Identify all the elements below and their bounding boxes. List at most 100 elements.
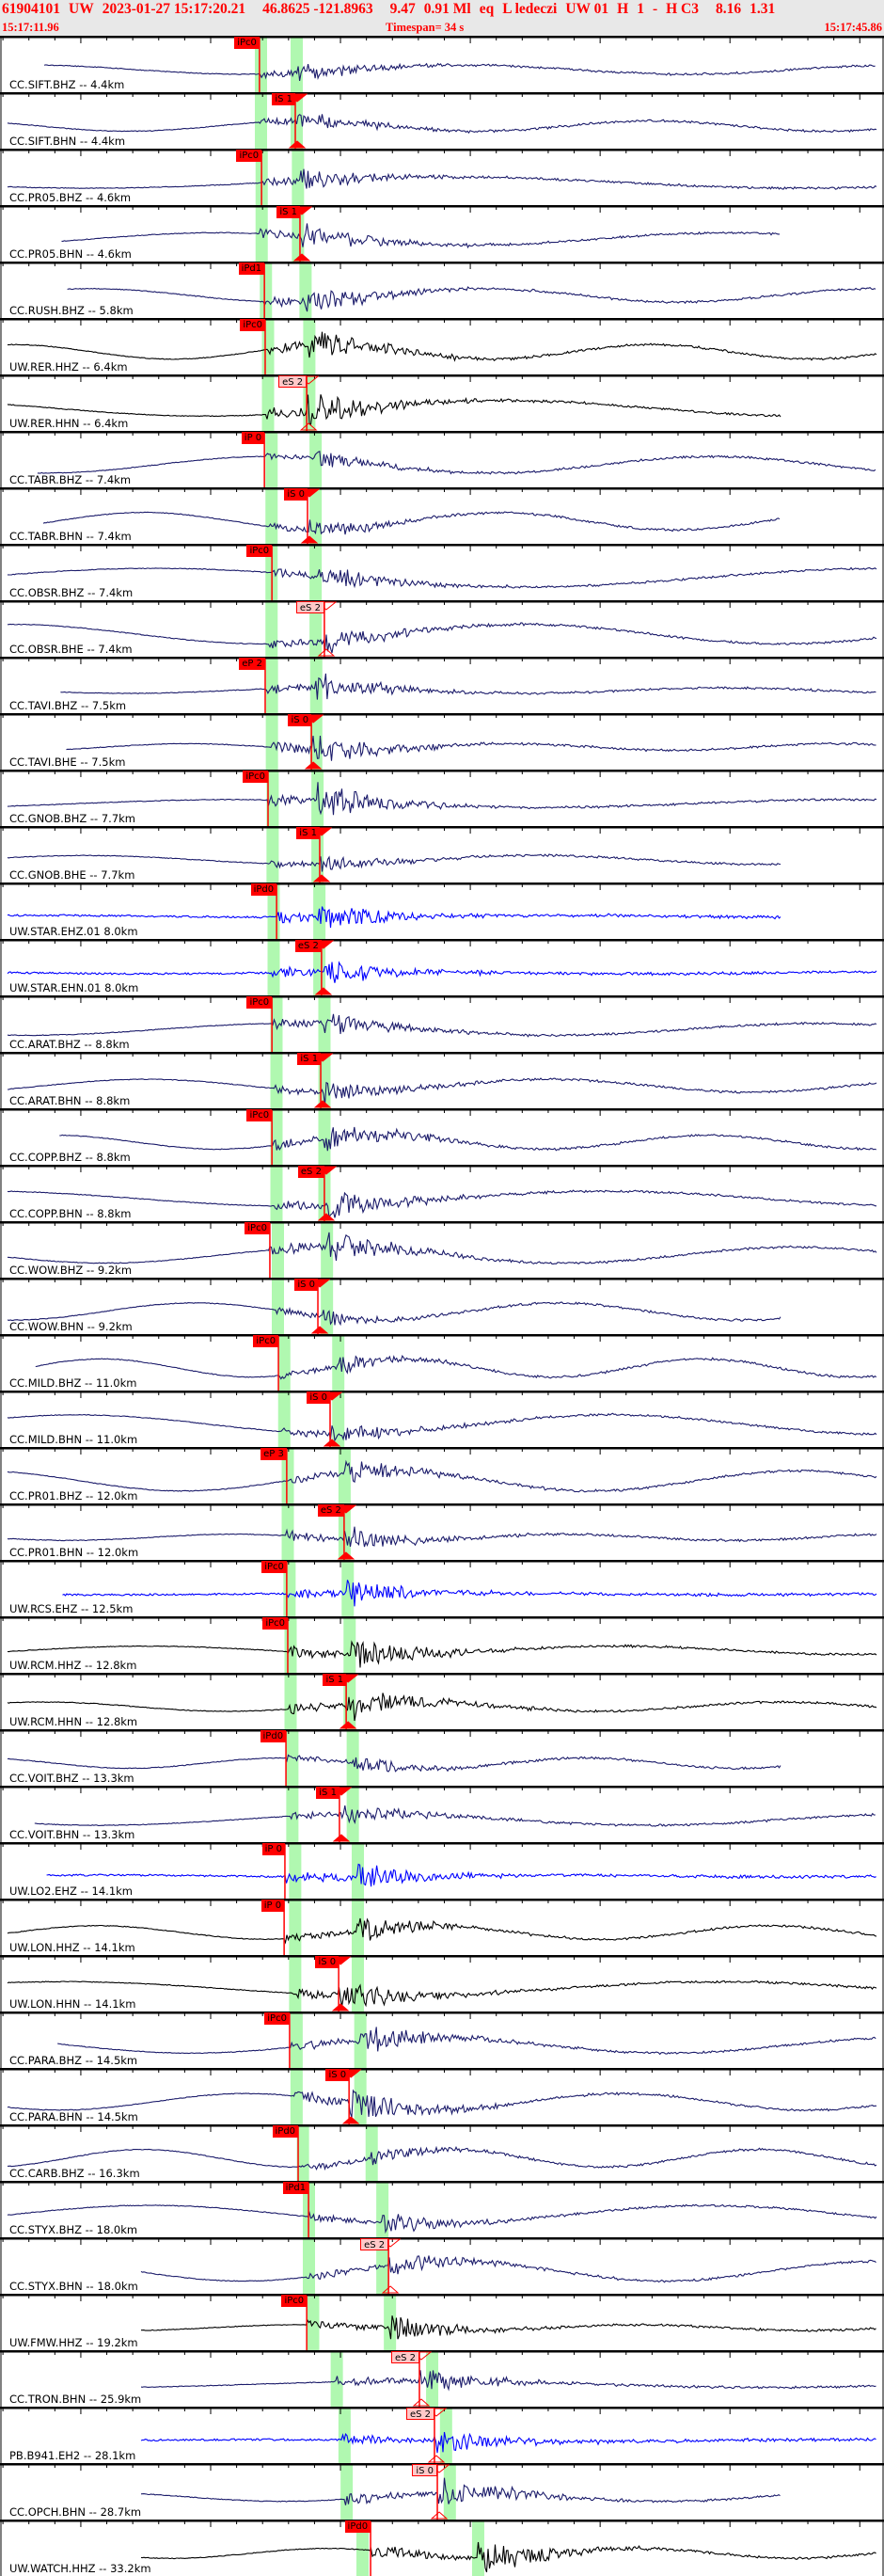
pick-label[interactable]: iPc0 [253,1335,279,1347]
seismogram-panel-stack[interactable]: iPc0 CC.SIFT.BHZ -- 4.4km iS 1 CC.SIFT.BHN … [0,36,884,2576]
trace-panel[interactable]: iPc0 CC.PARA.BHZ -- 14.5km [0,2012,884,2068]
pick-label[interactable]: eS 2 [317,1504,344,1517]
trace-panel[interactable]: eS 2 PB.B941.EH2 -- 28.1km [0,2407,884,2463]
trace-panel[interactable]: iS 0 CC.WOW.BHN -- 9.2km [0,1278,884,1334]
trace-panel[interactable]: iP 0 UW.LO2.EHZ -- 14.1km [0,1842,884,1899]
waveform-trace [140,2431,876,2454]
pick-label[interactable]: iPc0 [246,996,273,1009]
trace-panel[interactable]: iPc0 CC.WOW.BHZ -- 9.2km [0,1221,884,1278]
trace-panel[interactable]: iS 0 CC.MILD.BHN -- 11.0km [0,1391,884,1447]
title-field: 8.16 [716,1,742,17]
pick-label[interactable]: iPc0 [264,2012,290,2025]
trace-panel[interactable]: iS 1 CC.VOIT.BHN -- 13.3km [0,1786,884,1842]
pick-label[interactable]: iPc0 [240,319,265,331]
trace-panel[interactable]: eS 2 UW.STAR.EHN.01 8.0km [0,939,884,995]
pick-label[interactable]: eS 2 [405,2408,434,2420]
pick-label[interactable]: eS 2 [360,2238,389,2250]
pick-label[interactable]: iS 0 [325,2069,350,2081]
trace-panel[interactable]: iPc0 CC.MILD.BHZ -- 11.0km [0,1334,884,1391]
pick-label[interactable]: eP 3 [260,1448,287,1460]
p-window [266,826,279,883]
pick-label[interactable]: iS 0 [307,1391,330,1404]
trace-panel[interactable]: iS 0 CC.TAVI.BHE -- 7.5km [0,713,884,770]
pick-label[interactable]: iPc0 [246,1109,273,1121]
pick-label[interactable]: iPc0 [261,1561,287,1573]
pick-label[interactable]: iPc0 [236,150,262,162]
trace-panel[interactable]: iPc0 CC.OBSR.BHZ -- 7.4km [0,544,884,600]
pick-label[interactable]: iPc0 [234,37,260,49]
pick-label[interactable]: iP 0 [261,1843,285,1855]
pick-label[interactable]: iPd0 [250,883,277,896]
pick-label[interactable]: iPc0 [281,2295,308,2307]
title-field: 1 [637,1,644,17]
pick-label[interactable]: iPc0 [243,771,269,783]
trace-panel[interactable]: iPc0 CC.GNOB.BHZ -- 7.7km [0,770,884,826]
pick-label[interactable]: iPd1 [238,262,265,275]
trace-panel[interactable]: iPd0 CC.VOIT.BHZ -- 13.3km [0,1729,884,1786]
trace-panel[interactable]: iPd1 CC.STYX.BHZ -- 18.0km [0,2181,884,2237]
pick-label[interactable]: iS 1 [297,1053,322,1065]
pick-label[interactable]: iS 1 [323,1674,347,1686]
trace-panel[interactable]: iS 0 UW.LON.HHN -- 14.1km [0,1955,884,2012]
trace-panel[interactable]: iPc0 UW.RER.HHZ -- 6.4km [0,318,884,374]
trace-panel[interactable]: iPc0 CC.PR05.BHZ -- 4.6km [0,149,884,205]
pick-label[interactable]: eS 2 [297,1166,324,1178]
trace-panel[interactable]: iPd1 CC.RUSH.BHZ -- 5.8km [0,262,884,318]
trace-panel[interactable]: iS 0 CC.TABR.BHN -- 7.4km [0,487,884,544]
trace-panel[interactable]: iPc0 UW.RCS.EHZ -- 12.5km [0,1560,884,1616]
trace-panel[interactable]: eP 2 CC.TAVI.BHZ -- 7.5km [0,657,884,713]
pick-label[interactable]: iS 1 [296,827,320,839]
pick-label[interactable]: iP 0 [241,432,265,444]
pick-label[interactable]: iPd0 [272,2125,299,2138]
pick-label[interactable]: iS 1 [276,206,300,218]
trace-panel[interactable]: iPd0 UW.WATCH.HHZ -- 33.2km [0,2520,884,2576]
pick-label[interactable]: eS 2 [295,601,324,613]
pick-label[interactable]: iS 0 [294,1279,319,1291]
trace-panel[interactable]: iS 1 CC.GNOB.BHE -- 7.7km [0,826,884,883]
trace-panel[interactable]: iS 1 UW.RCM.HHN -- 12.8km [0,1673,884,1729]
trace-panel[interactable]: iPc0 CC.ARAT.BHZ -- 8.8km [0,995,884,1052]
pick-label[interactable]: eS 2 [278,375,308,388]
trace-panel[interactable]: iPc0 CC.COPP.BHZ -- 8.8km [0,1108,884,1165]
pick-label[interactable]: iS 0 [288,714,312,726]
trace-panel[interactable]: eP 3 CC.PR01.BHZ -- 12.0km [0,1447,884,1503]
trace-panel[interactable]: iP 0 UW.LON.HHZ -- 14.1km [0,1899,884,1955]
trace-panel[interactable]: iPc0 UW.FMW.HHZ -- 19.2km [0,2294,884,2350]
trace-panel[interactable]: iS 0 CC.PARA.BHN -- 14.5km [0,2068,884,2124]
trace-panel[interactable]: eS 2 CC.TRON.BHN -- 25.9km [0,2350,884,2407]
trace-panel[interactable]: eS 2 CC.OBSR.BHE -- 7.4km [0,600,884,657]
pick-label[interactable]: eS 2 [390,2351,419,2363]
trace-panel[interactable]: eS 2 CC.PR01.BHN -- 12.0km [0,1503,884,1560]
waveform-trace [37,451,876,475]
pick-label[interactable]: iS 0 [284,488,308,501]
trace-panel[interactable]: iS 1 CC.SIFT.BHN -- 4.4km [0,92,884,149]
pick-label[interactable]: eP 2 [239,658,265,670]
trace-panel[interactable]: iPd0 CC.CARB.BHZ -- 16.3km [0,2124,884,2181]
pick-label[interactable]: iS 0 [315,1956,339,1968]
trace-panel[interactable]: iS 1 CC.PR05.BHN -- 4.6km [0,205,884,262]
pick-label[interactable]: iPd0 [344,2520,371,2533]
pick-label[interactable]: eS 2 [294,940,322,952]
pick-label[interactable]: iS 0 [412,2464,438,2476]
pick-label[interactable]: iPd0 [260,1730,287,1742]
trace-panel[interactable]: iS 0 CC.OPCH.BHN -- 28.7km [0,2463,884,2520]
pick-label[interactable]: iP 0 [260,1900,285,1912]
trace-panel[interactable]: iPc0 UW.RCM.HHZ -- 12.8km [0,1616,884,1673]
pick-label[interactable]: iPc0 [246,545,273,557]
station-label: UW.RCS.EHZ -- 12.5km [9,1602,134,1615]
trace-panel[interactable]: eS 2 UW.RER.HHN -- 6.4km [0,374,884,431]
trace-panel[interactable]: iPc0 CC.SIFT.BHZ -- 4.4km [0,36,884,92]
pick-label[interactable]: iPc0 [245,1222,270,1234]
pick-label[interactable]: iPd1 [282,2182,309,2194]
waveform-trace [61,223,780,249]
trace-panel[interactable]: eS 2 CC.COPP.BHN -- 8.8km [0,1165,884,1221]
station-label: UW.STAR.EHZ.01 8.0km [9,925,138,938]
trace-panel[interactable]: iS 1 CC.ARAT.BHN -- 8.8km [0,1052,884,1108]
trace-panel[interactable]: iP 0 CC.TABR.BHZ -- 7.4km [0,431,884,487]
pick-label[interactable]: iPc0 [262,1617,288,1630]
trace-panel[interactable]: iPd0 UW.STAR.EHZ.01 8.0km [0,883,884,939]
station-label: CC.PARA.BHZ -- 14.5km [9,2054,138,2067]
pick-label[interactable]: iS 1 [272,93,295,105]
pick-label[interactable]: iS 1 [316,1787,339,1799]
trace-panel[interactable]: eS 2 CC.STYX.BHN -- 18.0km [0,2237,884,2294]
